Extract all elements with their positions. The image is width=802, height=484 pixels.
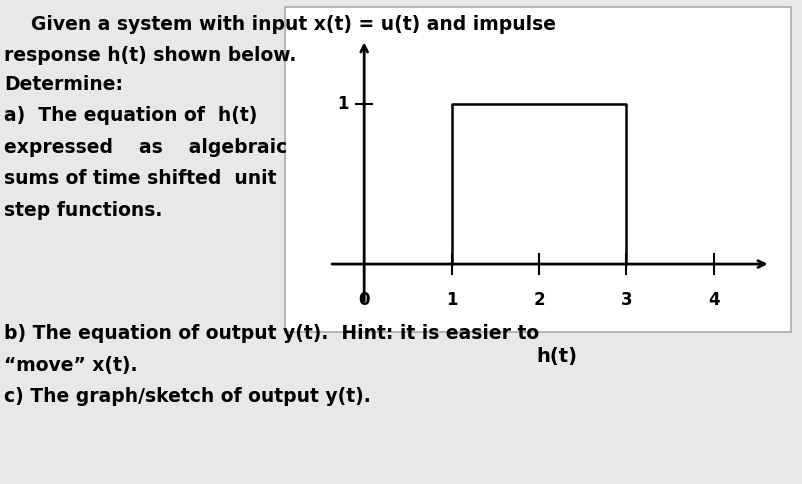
- Text: “move” x(t).: “move” x(t).: [4, 356, 137, 375]
- Text: sums of time shifted  unit: sums of time shifted unit: [4, 169, 276, 188]
- Text: response h(t) shown below.: response h(t) shown below.: [4, 46, 296, 65]
- Text: step functions.: step functions.: [4, 201, 162, 220]
- Text: h(t): h(t): [535, 348, 576, 366]
- Text: b) The equation of output y(t).  Hint: it is easier to: b) The equation of output y(t). Hint: it…: [4, 324, 538, 343]
- Bar: [285, 7, 790, 332]
- Text: Determine:: Determine:: [4, 75, 123, 94]
- Text: 3: 3: [620, 291, 631, 309]
- Text: 2: 2: [533, 291, 544, 309]
- Text: 0: 0: [358, 291, 370, 309]
- Text: c) The graph/sketch of output y(t).: c) The graph/sketch of output y(t).: [4, 387, 371, 406]
- Text: 1: 1: [337, 95, 348, 113]
- Text: a)  The equation of  h(t): a) The equation of h(t): [4, 106, 257, 125]
- Text: expressed    as    algebraic: expressed as algebraic: [4, 138, 287, 157]
- Text: 4: 4: [707, 291, 719, 309]
- Text: 1: 1: [445, 291, 457, 309]
- Text: Given a system with input x(t) = u(t) and impulse: Given a system with input x(t) = u(t) an…: [30, 15, 555, 33]
